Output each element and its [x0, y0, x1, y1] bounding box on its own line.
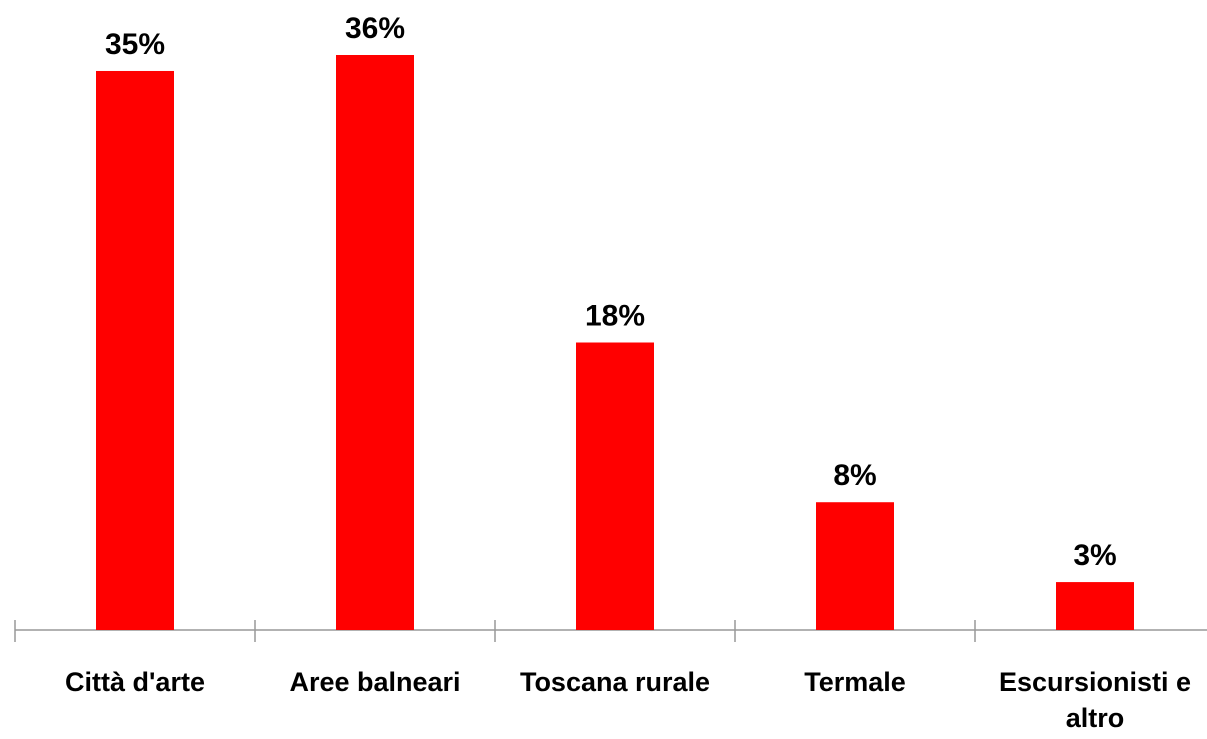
- bar: [816, 502, 894, 630]
- data-label: 3%: [1073, 539, 1116, 572]
- bar: [336, 55, 414, 630]
- data-label: 18%: [585, 300, 645, 333]
- data-label: 36%: [345, 12, 405, 45]
- bar: [96, 70, 174, 630]
- x-tick-label: Escursionisti e altro: [998, 667, 1192, 733]
- x-tick-label: Città d'arte: [65, 667, 205, 697]
- x-tick-label: Aree balneari: [289, 667, 461, 697]
- x-tick-label: Termale: [804, 667, 906, 697]
- bar: [576, 342, 654, 630]
- data-label: 8%: [833, 459, 876, 492]
- bar: [1056, 582, 1134, 630]
- data-label: 35%: [105, 28, 165, 61]
- x-tick-label: Toscana rurale: [519, 667, 711, 697]
